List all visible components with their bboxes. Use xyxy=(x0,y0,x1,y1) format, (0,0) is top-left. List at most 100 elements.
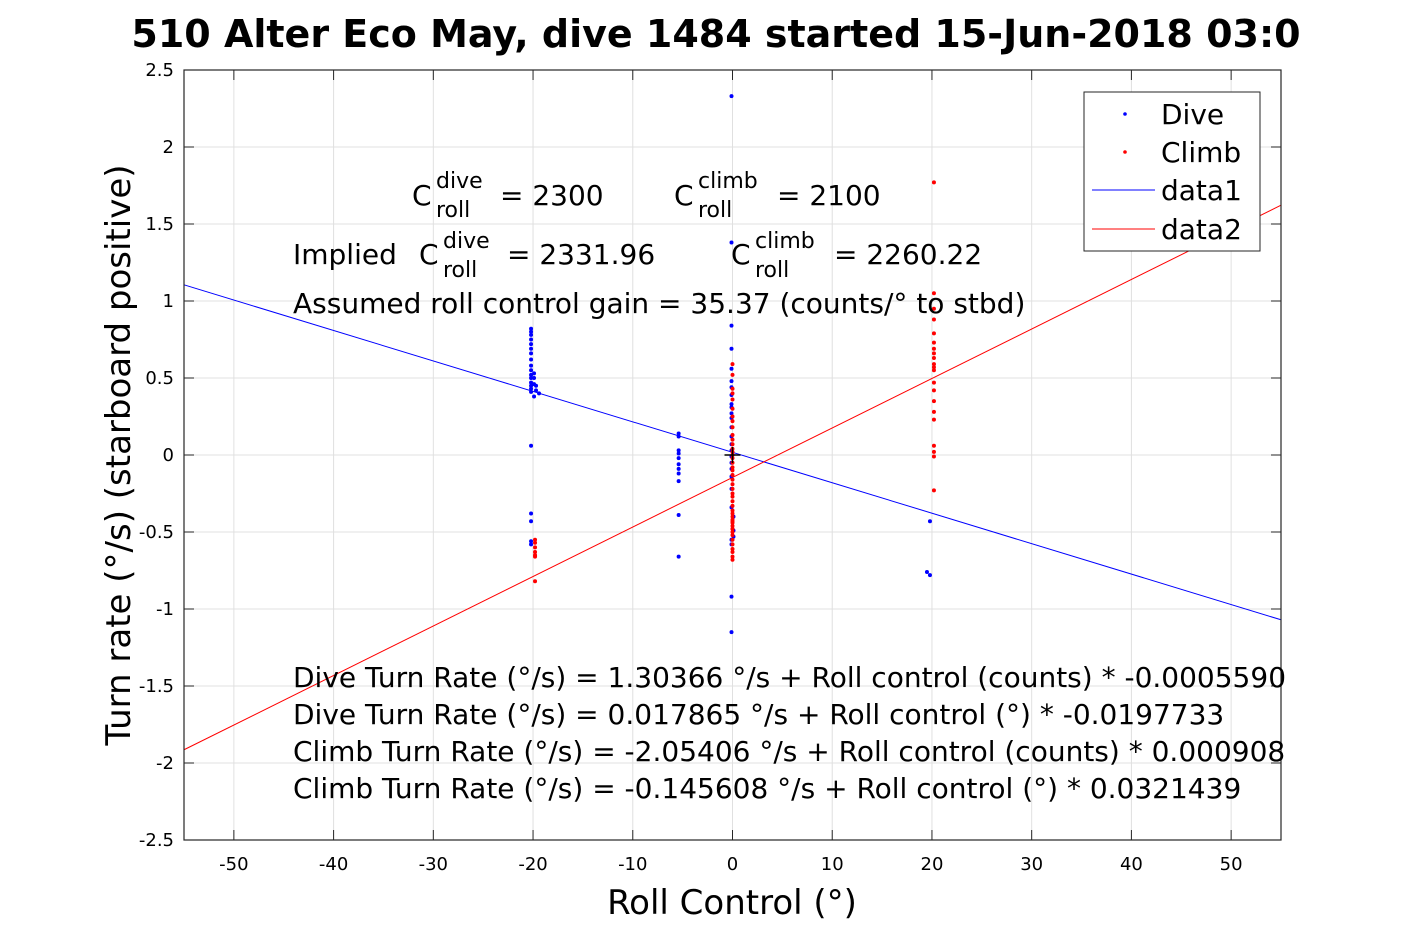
point-dive xyxy=(729,411,734,416)
x-tick-label: -40 xyxy=(319,854,348,875)
point-dive xyxy=(532,376,537,380)
x-tick-label: -20 xyxy=(518,854,547,875)
point-dive xyxy=(529,443,534,448)
point-climb xyxy=(931,351,936,356)
point-dive xyxy=(529,326,534,331)
point-climb xyxy=(931,409,936,414)
point-climb xyxy=(931,331,936,336)
legend-data1-label: data1 xyxy=(1161,174,1242,207)
point-climb xyxy=(533,545,538,550)
point-climb xyxy=(730,526,735,531)
point-climb xyxy=(730,465,735,470)
point-climb xyxy=(931,449,936,454)
point-climb xyxy=(931,340,936,345)
point-dive xyxy=(534,383,539,388)
fit-equation-3: Climb Turn Rate (°/s) = -2.05406 °/s + R… xyxy=(293,735,1285,768)
point-dive xyxy=(676,479,681,484)
point-dive xyxy=(927,573,932,578)
point-climb xyxy=(931,388,936,393)
point-climb xyxy=(730,468,735,473)
y-axis-label: Turn rate (°/s) (starboard positive) xyxy=(99,164,139,746)
y-tick-label: -2.5 xyxy=(139,830,174,851)
c-dive-sub: roll xyxy=(436,198,470,223)
point-dive xyxy=(529,342,534,347)
implied-dive-rhs: = 2331.96 xyxy=(507,238,655,271)
c-dive-rhs: = 2300 xyxy=(500,179,604,212)
point-climb xyxy=(931,306,936,311)
point-dive xyxy=(924,570,929,575)
point-dive xyxy=(729,630,734,635)
point-climb xyxy=(730,533,735,538)
legend-box xyxy=(1083,91,1261,252)
point-dive xyxy=(676,434,681,439)
point-climb xyxy=(730,491,735,496)
point-dive xyxy=(529,386,534,391)
point-climb xyxy=(730,499,735,504)
point-dive xyxy=(729,594,734,599)
point-dive xyxy=(676,451,681,456)
legend-dive-label: Dive xyxy=(1161,98,1224,131)
point-climb xyxy=(931,291,936,296)
origin-crosshair xyxy=(724,447,741,463)
legend-data2-label: data2 xyxy=(1161,213,1242,246)
x-tick-label: 30 xyxy=(1020,854,1043,875)
point-climb xyxy=(533,579,538,584)
c-climb-sub: roll xyxy=(698,198,732,223)
point-dive xyxy=(529,337,534,342)
point-dive xyxy=(529,329,534,334)
implied-climb-sup: climb xyxy=(755,229,815,254)
point-climb xyxy=(730,372,735,377)
y-tick-label: 0 xyxy=(163,445,174,466)
chart-title: 510 Alter Eco May, dive 1484 started 15-… xyxy=(131,12,1300,56)
x-axis-label: Roll Control (°) xyxy=(607,883,857,923)
point-climb xyxy=(730,530,735,534)
point-dive xyxy=(529,519,534,524)
point-dive xyxy=(529,383,534,388)
fit-equation-1: Dive Turn Rate (°/s) = 1.30366 °/s + Rol… xyxy=(293,661,1286,694)
point-climb xyxy=(730,546,735,551)
implied-dive-sub: roll xyxy=(443,258,477,283)
c-dive-base: C xyxy=(412,179,432,212)
point-dive xyxy=(729,346,734,351)
point-dive xyxy=(532,371,537,376)
point-dive xyxy=(529,351,534,356)
c-climb-base: C xyxy=(674,179,694,212)
implied-climb-base: C xyxy=(731,238,751,271)
y-tick-label: -2 xyxy=(156,753,174,774)
point-climb xyxy=(533,540,538,545)
point-dive xyxy=(676,466,681,471)
x-tick-label: -10 xyxy=(618,854,647,875)
x-tick-label: 0 xyxy=(727,854,738,875)
point-dive xyxy=(537,391,542,396)
legend-climb-label: Climb xyxy=(1161,136,1241,169)
point-dive xyxy=(529,368,534,373)
y-tick-label: -0.5 xyxy=(139,522,174,543)
point-climb xyxy=(730,425,735,430)
point-dive xyxy=(529,332,534,337)
point-climb xyxy=(931,362,936,367)
point-dive xyxy=(529,380,534,385)
point-climb xyxy=(730,537,735,542)
point-climb xyxy=(730,386,735,391)
point-dive xyxy=(729,240,734,245)
point-climb xyxy=(730,514,735,519)
c-climb-rhs: = 2100 xyxy=(777,179,881,212)
x-tick-label: 20 xyxy=(921,854,944,875)
implied-dive-prefix: Implied xyxy=(293,238,397,271)
implied-climb-annotation: C climb roll = 2260.22 xyxy=(731,229,982,283)
x-tick-label: 50 xyxy=(1220,854,1243,875)
point-climb xyxy=(730,477,735,482)
y-tick-label: -1 xyxy=(156,599,174,620)
implied-dive-sup: dive xyxy=(443,229,490,254)
axis-ticks: -50 -40 -30 -20 -10 0 10 20 30 40 50-2.5-2-1.5-1-0… xyxy=(139,60,1281,875)
point-climb xyxy=(730,494,735,499)
implied-climb-sub: roll xyxy=(755,258,789,283)
point-climb xyxy=(730,503,735,508)
point-dive xyxy=(676,471,681,476)
legend-dive-marker xyxy=(1123,112,1127,116)
implied-climb-rhs: = 2260.22 xyxy=(834,238,982,271)
point-climb xyxy=(730,397,735,402)
point-climb xyxy=(730,414,735,419)
point-climb xyxy=(730,473,735,478)
y-tick-label: 2.5 xyxy=(145,60,174,81)
